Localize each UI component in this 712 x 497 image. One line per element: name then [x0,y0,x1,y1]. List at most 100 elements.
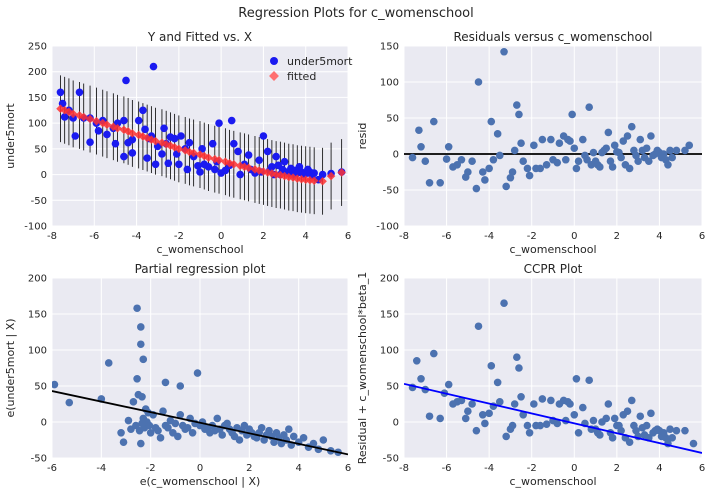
data-point-under5mort [280,157,289,166]
data-point [430,117,438,126]
data-point [585,103,593,111]
y-tick-label: 50 [34,144,47,155]
y-axis-label: resid [356,123,369,150]
data-point [536,421,545,430]
data-point [159,407,167,416]
data-point [510,400,519,408]
data-point [572,375,581,383]
data-point-under5mort [268,163,276,171]
data-point-under5mort [215,119,223,127]
data-point [570,411,579,419]
plot-area [404,46,702,226]
data-point-under5mort [175,160,183,169]
data-point [161,378,170,387]
x-tick-label: 2 [614,463,620,474]
data-point [464,168,472,176]
data-point [481,419,489,428]
x-tick-label: 2 [246,463,252,474]
data-point-under5mort [141,125,149,134]
y-tick-label: 150 [28,310,47,321]
y-tick-label: 0 [393,150,399,161]
data-point-under5mort [128,149,137,157]
x-tick-label: -8 [399,463,409,474]
data-point [464,407,472,416]
data-point-under5mort [208,139,217,148]
x-axis-label: c_womenschool [510,475,597,488]
data-point-under5mort [272,152,280,161]
data-point [519,411,527,419]
data-point [525,429,534,437]
data-point-under5mort [122,76,130,85]
marks [52,304,348,457]
y-tick-label: -100 [24,222,47,233]
data-point-under5mort [111,139,120,148]
data-point [642,144,651,153]
data-point-fitted [102,120,112,129]
data-point-under5mort [170,134,179,143]
data-point [542,161,551,169]
data-point [495,398,504,406]
data-point [52,380,59,389]
data-point-fitted [214,155,224,165]
data-point [478,168,487,176]
data-point-under5mort [263,147,272,156]
data-point-under5mort [255,156,263,164]
y-tick-label: 200 [28,274,47,285]
data-point [623,407,632,416]
x-axis-label: c_womenschool [157,243,244,256]
data-point-fitted [337,168,346,177]
data-point [415,126,423,135]
x-tick-label: 4 [303,231,309,242]
data-point [145,421,154,430]
data-point [632,151,640,160]
data-point [117,429,125,437]
data-point [530,141,538,150]
x-tick-label: 0 [197,463,203,474]
data-point [566,400,574,408]
x-tick-label: 6 [699,231,705,242]
data-point [124,416,133,425]
data-point [583,155,591,164]
data-point-under5mort [227,116,236,125]
data-point [133,304,141,313]
data-point [309,439,318,448]
data-point-fitted [309,176,319,185]
data-point [417,143,425,151]
y-tick-label: 200 [28,67,47,78]
data-point [530,400,538,408]
data-point [193,369,202,377]
data-point [515,364,523,372]
data-point [602,144,611,153]
data-point [223,419,231,428]
data-point [425,179,434,187]
data-point-under5mort [151,160,160,169]
x-axis-label: c_womenschool [510,243,597,256]
data-point [489,155,498,164]
data-point [689,439,698,448]
data-point [627,396,636,405]
x-tick-label: -2 [527,463,537,474]
data-point-under5mort [160,124,168,133]
y-tick-label: 100 [380,346,399,357]
data-point [436,179,444,187]
data-point [666,146,674,155]
data-point-fitted [204,153,213,162]
data-point [632,426,640,435]
data-point [183,423,192,432]
panel-partial-regression: -6 -4 -2 0 2 4 6 -50 0 50 100 150 200 Partial regres… [4,262,351,488]
data-point [513,101,521,109]
y-tick-label: -100 [376,222,399,233]
data-point-fitted [244,163,253,173]
data-point-under5mort [158,150,166,158]
x-tick-label: 4 [295,463,301,474]
data-point-under5mort [183,165,192,174]
y-tick-label: 250 [28,42,47,53]
data-point [257,423,266,432]
data-point-under5mort [60,113,69,121]
data-point [502,182,510,191]
data-point [625,164,634,173]
data-point [500,299,508,308]
x-tick-label: -4 [132,231,142,242]
y-axis-label: Residual + c_womenschool*beta_1 [356,272,369,464]
y-tick-label: 150 [380,310,399,321]
